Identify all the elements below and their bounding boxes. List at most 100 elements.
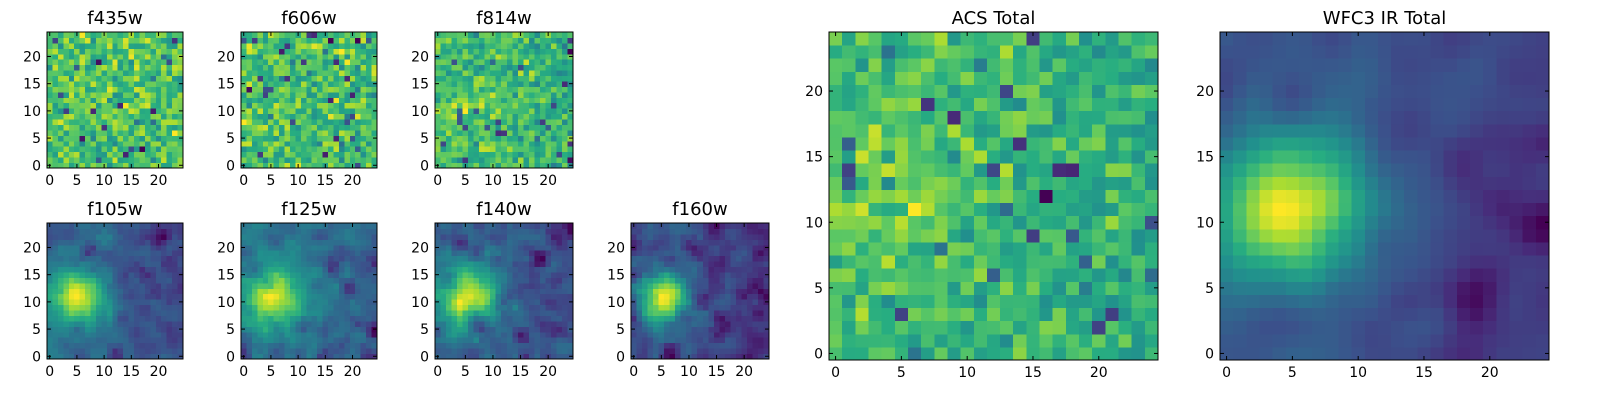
- heatmap-cell: [134, 304, 140, 311]
- heatmap-cell: [1052, 255, 1067, 269]
- heatmap-cell: [724, 304, 731, 311]
- y-tick-label: 10: [217, 104, 235, 120]
- heatmap-cell: [457, 315, 464, 322]
- heatmap-cell: [512, 266, 519, 273]
- heatmap-cell: [829, 241, 843, 256]
- heatmap-cell: [523, 32, 530, 38]
- heatmap-cell: [495, 261, 502, 268]
- heatmap-cell: [501, 157, 508, 164]
- heatmap-cell: [501, 75, 508, 82]
- heatmap-cell: [702, 326, 709, 333]
- heatmap-cell: [642, 271, 649, 278]
- heatmap-cell: [85, 255, 92, 262]
- y-tick-label: 0: [616, 349, 625, 365]
- heatmap-cell: [90, 228, 97, 235]
- heatmap-cell: [273, 151, 280, 158]
- heatmap-cell: [934, 255, 948, 269]
- heatmap-cell: [647, 293, 654, 300]
- heatmap-cell: [311, 157, 318, 164]
- heatmap-cell: [366, 140, 373, 147]
- heatmap-cell: [134, 266, 140, 273]
- heatmap-cell: [561, 255, 568, 262]
- heatmap-cell: [262, 91, 269, 98]
- heatmap-cell: [257, 140, 264, 147]
- heatmap-cell: [349, 97, 356, 104]
- heatmap-cell: [338, 108, 345, 115]
- heatmap-cell: [166, 80, 173, 87]
- heatmap-cell: [79, 342, 86, 349]
- heatmap-cell: [172, 288, 179, 295]
- heatmap-cell: [177, 32, 184, 38]
- heatmap-cell: [960, 255, 975, 269]
- heatmap-cell: [435, 261, 442, 268]
- heatmap-cell: [691, 255, 698, 262]
- heatmap-cell: [653, 331, 660, 338]
- heatmap-cell: [344, 135, 351, 142]
- heatmap-cell: [708, 239, 715, 246]
- heatmap-cell: [539, 37, 546, 44]
- heatmap-cell: [457, 320, 464, 327]
- heatmap-cell: [451, 239, 458, 246]
- heatmap-cell: [90, 97, 97, 104]
- heatmap-cell: [57, 223, 64, 229]
- heatmap-cell: [495, 277, 502, 284]
- heatmap-cell: [446, 108, 453, 115]
- heatmap-cell: [1013, 215, 1027, 230]
- heatmap-cell: [534, 233, 541, 240]
- heatmap-cell: [539, 113, 546, 120]
- heatmap-cell: [355, 337, 362, 344]
- heatmap-cell: [658, 342, 665, 349]
- heatmap-cell: [479, 146, 486, 153]
- heatmap-cell: [1079, 202, 1093, 217]
- heatmap-cell: [177, 228, 184, 235]
- heatmap-cell: [1013, 176, 1027, 190]
- heatmap-cell: [128, 255, 135, 262]
- heatmap-cell: [752, 326, 759, 333]
- heatmap-cell: [658, 293, 665, 300]
- heatmap-cell: [664, 326, 671, 333]
- heatmap-cell: [1079, 163, 1093, 177]
- heatmap-cell: [257, 261, 264, 268]
- heatmap-cell: [490, 266, 497, 273]
- heatmap-cell: [289, 97, 296, 104]
- heatmap-cell: [501, 113, 508, 120]
- heatmap-cell: [473, 157, 480, 164]
- heatmap-cell: [1052, 320, 1067, 335]
- heatmap-cell: [528, 119, 535, 125]
- heatmap-cell: [144, 228, 151, 235]
- heatmap-cell: [300, 146, 307, 153]
- heatmap-cell: [371, 337, 378, 344]
- heatmap-cell: [166, 342, 173, 349]
- heatmap-cell: [545, 37, 552, 44]
- heatmap-cell: [539, 59, 546, 66]
- heatmap-cell: [523, 250, 530, 257]
- heatmap-cell: [300, 135, 307, 142]
- heatmap-cell: [349, 124, 356, 131]
- heatmap-cell: [528, 162, 535, 169]
- heatmap-cell: [85, 348, 92, 355]
- heatmap-cell: [47, 304, 53, 311]
- heatmap-cell: [79, 135, 86, 142]
- heatmap-cell: [349, 342, 356, 349]
- heatmap-cell: [344, 348, 351, 355]
- heatmap-cell: [284, 299, 291, 306]
- heatmap-cell: [556, 261, 563, 268]
- heatmap-cell: [894, 333, 909, 348]
- heatmap-cell: [1065, 241, 1080, 256]
- heatmap-cell: [366, 299, 373, 306]
- heatmap-cell: [697, 342, 704, 349]
- heatmap-cell: [746, 353, 753, 360]
- heatmap-cell: [106, 320, 113, 327]
- heatmap-cell: [106, 261, 113, 268]
- heatmap-cell: [360, 157, 367, 164]
- heatmap-cell: [172, 326, 179, 333]
- heatmap-cell: [246, 75, 253, 82]
- heatmap-cell: [855, 346, 869, 361]
- heatmap-cells: [47, 32, 184, 169]
- heatmap-cell: [724, 228, 731, 235]
- heatmap-cell: [95, 277, 102, 284]
- heatmap-cell: [730, 353, 737, 360]
- heatmap-cell: [371, 233, 378, 240]
- heatmap-cell: [344, 233, 351, 240]
- heatmap-cell: [881, 320, 896, 335]
